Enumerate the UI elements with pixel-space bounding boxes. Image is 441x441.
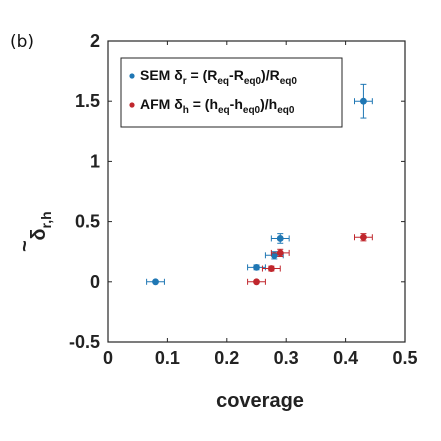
legend-box [120, 57, 343, 128]
legend-entry-afm: AFM δh = (heq-heq0)/heq0 [140, 96, 295, 116]
x-tick-label: 0.3 [274, 348, 299, 368]
y-axis-label-accent: ~ [14, 240, 36, 252]
y-tick-label: 0.5 [75, 212, 100, 232]
data-point [276, 249, 284, 257]
legend: SEM δr = (Req-Req0)/Req0 AFM δh = (heq-he… [120, 57, 343, 128]
data-point [270, 251, 278, 259]
legend-marker-sem [129, 73, 135, 79]
y-tick-label: 2 [90, 31, 100, 51]
x-tick-label: 0 [103, 348, 113, 368]
axis-ticks: 0 0.1 0.2 0.3 0.4 0.5-0.500.511.52 [69, 31, 418, 368]
x-tick-label: 0.4 [333, 348, 358, 368]
y-tick-label: -0.5 [69, 332, 100, 352]
x-axis-label: coverage [216, 390, 304, 412]
y-tick-label: 1.5 [75, 91, 100, 111]
series-sem [146, 83, 373, 286]
y-axis-label-base: δ [28, 228, 50, 240]
data-point [276, 235, 284, 242]
y-axis-label-sub: r,h [38, 211, 54, 228]
svg-text:δr,h: δr,h [28, 211, 54, 240]
series-afm [247, 233, 373, 286]
y-tick-label: 1 [90, 151, 100, 171]
data-point [253, 263, 260, 271]
plot-area [107, 40, 406, 343]
x-tick-label: 0.2 [214, 348, 239, 368]
data-point [152, 278, 159, 286]
data-point [267, 265, 275, 272]
data-point [253, 278, 260, 286]
y-tick-label: 0 [90, 272, 100, 292]
x-tick-label: 0.1 [155, 348, 180, 368]
x-tick-label: 0.5 [392, 348, 417, 368]
plot-frame [107, 40, 406, 343]
series-layer [146, 83, 373, 286]
legend-marker-afm [129, 102, 135, 108]
y-axis-label: δr,h ~ [14, 211, 54, 251]
data-point [360, 233, 367, 241]
data-point [360, 97, 367, 105]
panel-label: (b) [10, 32, 34, 52]
legend-entry-sem: SEM δr = (Req-Req0)/Req0 [140, 67, 297, 87]
